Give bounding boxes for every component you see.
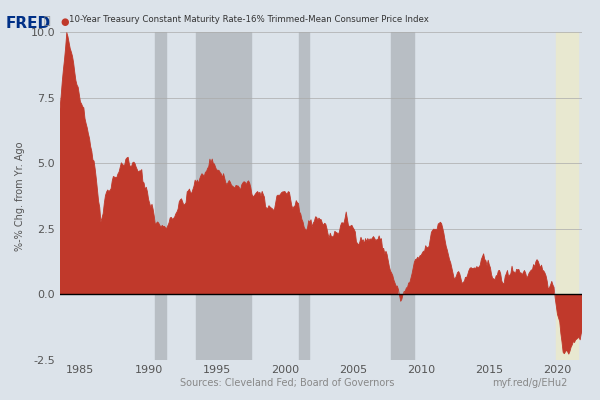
Text: Sources: Cleveland Fed; Board of Governors: Sources: Cleveland Fed; Board of Governo… — [180, 378, 394, 388]
Bar — [196, 32, 251, 360]
Bar — [391, 32, 415, 360]
Text: 10-Year Treasury Constant Maturity Rate-16% Trimmed-Mean Consumer Price Index: 10-Year Treasury Constant Maturity Rate-… — [69, 15, 429, 24]
Text: FRED: FRED — [6, 16, 51, 31]
Text: myf.red/g/EHu2: myf.red/g/EHu2 — [492, 378, 568, 388]
Bar — [556, 32, 578, 360]
Text: ●: ● — [60, 17, 68, 27]
Bar — [155, 32, 166, 360]
Text: 🗠: 🗠 — [43, 16, 50, 26]
Y-axis label: %-% Chg. from Yr. Ago: %-% Chg. from Yr. Ago — [15, 141, 25, 251]
Bar — [299, 32, 309, 360]
